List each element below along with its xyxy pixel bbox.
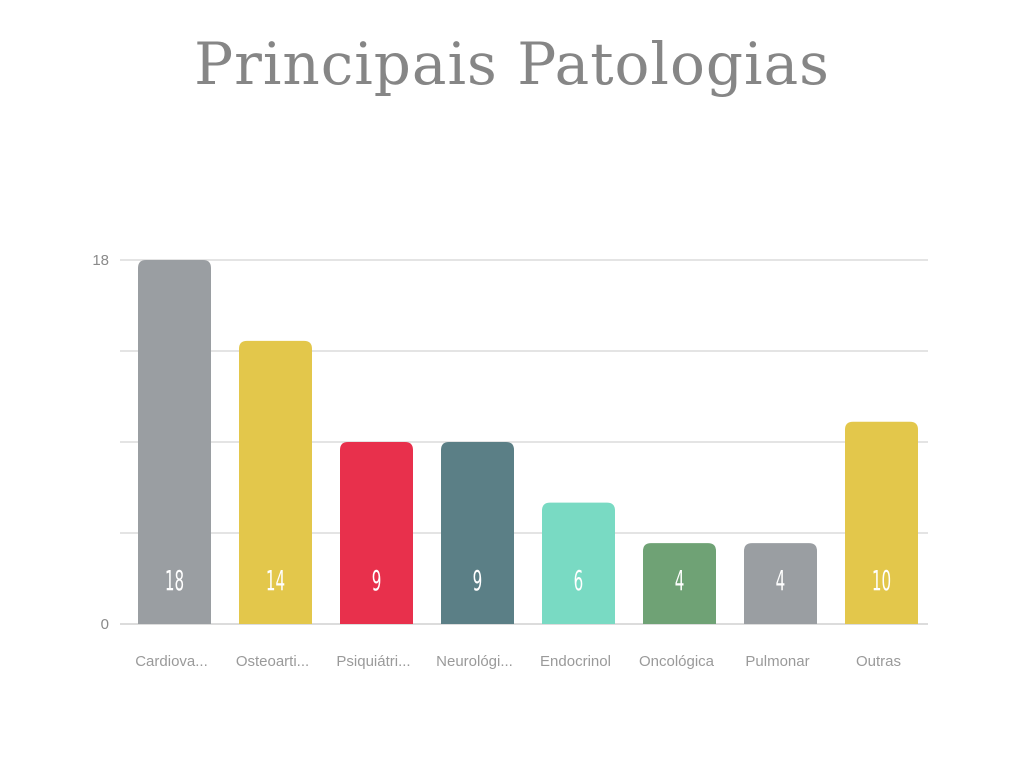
bar	[138, 260, 211, 624]
x-axis: Cardiova... Osteoarti... Psiquiátri... Neur…	[135, 653, 901, 670]
x-tick-label: Psiquiátri...	[336, 653, 410, 670]
x-tick-label: Osteoarti...	[236, 653, 309, 670]
bar	[643, 543, 716, 624]
x-tick-label: Cardiova...	[135, 653, 208, 670]
data-label: 18	[165, 566, 184, 598]
y-tick-label: 18	[92, 252, 109, 269]
chart-title: Principais Patologias	[194, 30, 830, 98]
y-axis: 18 0	[92, 252, 109, 633]
data-label: 10	[872, 566, 891, 598]
bar	[239, 340, 312, 624]
data-label: 4	[675, 566, 685, 598]
bar	[845, 421, 918, 624]
x-tick-label: Pulmonar	[745, 653, 809, 670]
data-label: 9	[372, 566, 382, 598]
y-tick-label: 0	[101, 616, 109, 633]
data-label: 9	[473, 566, 483, 598]
data-label: 6	[574, 566, 584, 598]
x-tick-label: Neurológi...	[436, 653, 513, 670]
bars: 18 14 9 9 6 4 4 10	[138, 260, 918, 624]
data-label: 14	[266, 566, 285, 598]
x-tick-label: Oncológica	[639, 653, 715, 670]
bar	[744, 543, 817, 624]
x-tick-label: Outras	[856, 653, 901, 670]
bar	[340, 442, 413, 624]
bar	[542, 502, 615, 624]
bar	[441, 442, 514, 624]
data-label: 4	[776, 566, 786, 598]
x-tick-label: Endocrinol	[540, 653, 611, 670]
